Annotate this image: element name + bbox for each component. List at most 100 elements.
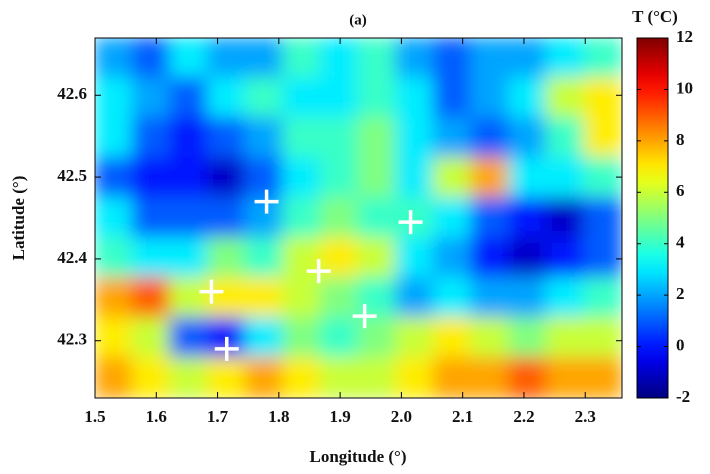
heatmap-cell: [546, 37, 586, 79]
heatmap-cell: [508, 77, 548, 119]
heatmap-cell: [508, 37, 548, 79]
heatmap-cell: [207, 197, 247, 239]
heatmap: [94, 37, 623, 399]
heatmap-cell: [282, 157, 322, 199]
heatmap-cell: [395, 237, 435, 279]
heatmap-cell: [546, 157, 586, 199]
heatmap-cell: [132, 117, 172, 159]
heatmap-cell: [282, 277, 322, 319]
x-axis-label: Longitude (°): [309, 447, 406, 466]
heatmap-cell: [470, 277, 510, 319]
colorbar-tick-label: -2: [676, 387, 690, 406]
heatmap-cell: [508, 117, 548, 159]
heatmap-cell: [132, 237, 172, 279]
heatmap-cell: [320, 77, 360, 119]
heatmap-cell: [546, 277, 586, 319]
heatmap-cell: [94, 117, 134, 159]
heatmap-cell: [169, 157, 209, 199]
heatmap-cells: [94, 37, 623, 399]
heatmap-cell: [433, 237, 473, 279]
x-tick-label: 1.9: [329, 407, 350, 426]
heatmap-cell: [169, 277, 209, 319]
heatmap-cell: [132, 157, 172, 199]
heatmap-cell: [282, 317, 322, 359]
y-tick-label: 42.5: [57, 166, 87, 185]
heatmap-cell: [358, 197, 398, 239]
heatmap-cell: [583, 277, 623, 319]
heatmap-cell: [470, 317, 510, 359]
heatmap-cell: [395, 77, 435, 119]
heatmap-cell: [358, 77, 398, 119]
y-tick-label: 42.4: [57, 248, 87, 267]
heatmap-cell: [94, 317, 134, 359]
heatmap-cell: [546, 77, 586, 119]
heatmap-cell: [245, 277, 285, 319]
heatmap-cell: [169, 357, 209, 399]
heatmap-cell: [169, 117, 209, 159]
heatmap-cell: [508, 237, 548, 279]
heatmap-cell: [358, 37, 398, 79]
heatmap-cell: [132, 317, 172, 359]
colorbar-tick-label: 2: [676, 284, 685, 303]
x-tick-label: 2.1: [452, 407, 473, 426]
heatmap-cell: [395, 277, 435, 319]
colorbar-tick-label: 4: [676, 233, 685, 252]
heatmap-cell: [546, 197, 586, 239]
heatmap-cell: [546, 357, 586, 399]
heatmap-cell: [320, 197, 360, 239]
heatmap-cell: [282, 197, 322, 239]
heatmap-cell: [320, 157, 360, 199]
heatmap-cell: [508, 317, 548, 359]
colorbar-tick-label: 12: [676, 27, 693, 46]
heatmap-cell: [282, 37, 322, 79]
colorbar-tick-label: 6: [676, 181, 685, 200]
heatmap-cell: [395, 117, 435, 159]
heatmap-cell: [282, 357, 322, 399]
heatmap-cell: [320, 117, 360, 159]
heatmap-cell: [508, 357, 548, 399]
y-tick-label: 42.3: [57, 330, 87, 349]
chart-title: (a): [349, 12, 367, 28]
heatmap-cell: [207, 77, 247, 119]
chart: (a) Longitude (°) Latitude (°) T (°C) 1.…: [0, 0, 710, 474]
heatmap-cell: [282, 77, 322, 119]
y-tick-label: 42.6: [57, 84, 87, 103]
heatmap-cell: [320, 317, 360, 359]
heatmap-cell: [245, 117, 285, 159]
heatmap-cell: [508, 157, 548, 199]
colorbar-tick-label: 8: [676, 130, 685, 149]
heatmap-cell: [169, 37, 209, 79]
x-tick-label: 1.7: [207, 407, 229, 426]
heatmap-cell: [433, 37, 473, 79]
heatmap-cell: [508, 197, 548, 239]
x-tick-label: 2.0: [391, 407, 412, 426]
heatmap-cell: [207, 117, 247, 159]
heatmap-cell: [132, 37, 172, 79]
heatmap-cell: [245, 237, 285, 279]
heatmap-cell: [395, 197, 435, 239]
heatmap-cell: [207, 37, 247, 79]
heatmap-cell: [245, 37, 285, 79]
heatmap-cell: [245, 317, 285, 359]
heatmap-cell: [169, 237, 209, 279]
heatmap-cell: [583, 317, 623, 359]
heatmap-cell: [470, 237, 510, 279]
heatmap-cell: [470, 197, 510, 239]
heatmap-cell: [583, 197, 623, 239]
heatmap-cell: [546, 317, 586, 359]
heatmap-cell: [207, 157, 247, 199]
heatmap-cell: [395, 317, 435, 359]
heatmap-cell: [358, 157, 398, 199]
x-tick-label: 1.5: [84, 407, 105, 426]
heatmap-cell: [546, 237, 586, 279]
heatmap-cell: [358, 117, 398, 159]
heatmap-cell: [583, 157, 623, 199]
heatmap-cell: [132, 357, 172, 399]
heatmap-cell: [433, 317, 473, 359]
heatmap-cell: [94, 157, 134, 199]
heatmap-cell: [546, 117, 586, 159]
heatmap-cell: [433, 117, 473, 159]
heatmap-cell: [245, 77, 285, 119]
colorbar-tick-label: 0: [676, 335, 685, 354]
heatmap-cell: [433, 277, 473, 319]
